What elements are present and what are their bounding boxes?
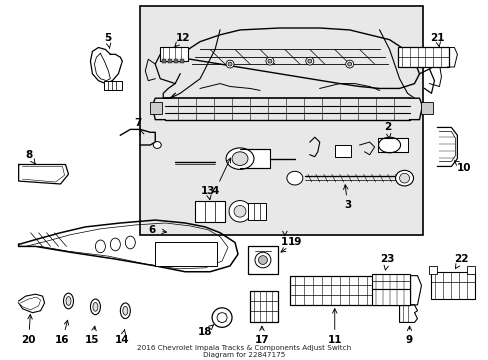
Bar <box>397 48 448 67</box>
Text: 13: 13 <box>201 186 215 196</box>
Bar <box>195 201 224 222</box>
Bar <box>289 276 408 305</box>
Ellipse shape <box>95 240 105 253</box>
Ellipse shape <box>395 170 413 186</box>
Text: 15: 15 <box>85 335 100 345</box>
Ellipse shape <box>93 302 98 311</box>
Bar <box>140 5 423 235</box>
Ellipse shape <box>225 60 234 68</box>
Bar <box>160 48 188 61</box>
Text: 17: 17 <box>254 335 269 345</box>
Text: 10: 10 <box>456 163 470 174</box>
Bar <box>421 102 432 114</box>
Text: 2016 Chevrolet Impala Tracks & Components Adjust Switch
Diagram for 22847175: 2016 Chevrolet Impala Tracks & Component… <box>137 345 350 358</box>
Ellipse shape <box>225 148 253 169</box>
Ellipse shape <box>378 137 400 153</box>
Text: 3: 3 <box>344 201 350 211</box>
Text: 12: 12 <box>176 33 190 43</box>
Ellipse shape <box>125 236 135 249</box>
Bar <box>174 59 178 63</box>
Ellipse shape <box>232 152 247 166</box>
Ellipse shape <box>212 308 232 327</box>
Ellipse shape <box>399 173 408 183</box>
Ellipse shape <box>122 306 127 315</box>
Text: 21: 21 <box>429 33 444 43</box>
Bar <box>104 81 122 90</box>
Ellipse shape <box>110 238 120 251</box>
Ellipse shape <box>305 57 313 65</box>
Bar <box>168 59 172 63</box>
Text: 7: 7 <box>134 118 142 127</box>
Bar <box>247 203 265 220</box>
Text: 2: 2 <box>383 122 390 132</box>
Ellipse shape <box>265 57 273 65</box>
Bar <box>377 138 407 152</box>
Ellipse shape <box>153 141 161 148</box>
Text: 18: 18 <box>198 327 212 337</box>
Bar <box>428 266 437 274</box>
Text: 22: 22 <box>453 254 468 264</box>
Ellipse shape <box>120 303 130 319</box>
Text: 6: 6 <box>148 225 156 235</box>
Text: 4: 4 <box>211 186 218 196</box>
Bar <box>467 266 474 274</box>
Ellipse shape <box>345 60 353 68</box>
Ellipse shape <box>267 59 271 63</box>
Ellipse shape <box>307 59 311 63</box>
Text: 11: 11 <box>327 335 341 345</box>
Text: 1: 1 <box>281 238 288 247</box>
Bar <box>155 243 217 266</box>
Bar <box>247 246 277 274</box>
Text: 8: 8 <box>25 150 32 160</box>
Text: 9: 9 <box>405 335 412 345</box>
Ellipse shape <box>66 297 71 305</box>
Ellipse shape <box>90 299 100 315</box>
Bar <box>180 59 184 63</box>
Ellipse shape <box>286 171 302 185</box>
Bar <box>150 102 162 114</box>
Bar <box>430 272 474 299</box>
Text: 23: 23 <box>380 254 394 264</box>
Text: 19: 19 <box>287 238 302 247</box>
Ellipse shape <box>228 201 250 222</box>
Text: 14: 14 <box>115 335 129 345</box>
Bar <box>162 59 166 63</box>
Bar <box>334 145 350 157</box>
Ellipse shape <box>227 62 232 66</box>
Text: 5: 5 <box>103 33 111 43</box>
Ellipse shape <box>258 256 267 265</box>
Bar <box>371 289 408 305</box>
Text: 16: 16 <box>55 335 70 345</box>
Bar <box>240 149 269 168</box>
Text: 20: 20 <box>21 335 36 345</box>
Ellipse shape <box>63 293 73 309</box>
Bar <box>371 274 408 289</box>
Ellipse shape <box>254 252 270 268</box>
Ellipse shape <box>347 62 351 66</box>
Bar <box>249 291 277 323</box>
Ellipse shape <box>234 206 245 217</box>
Ellipse shape <box>217 313 226 323</box>
